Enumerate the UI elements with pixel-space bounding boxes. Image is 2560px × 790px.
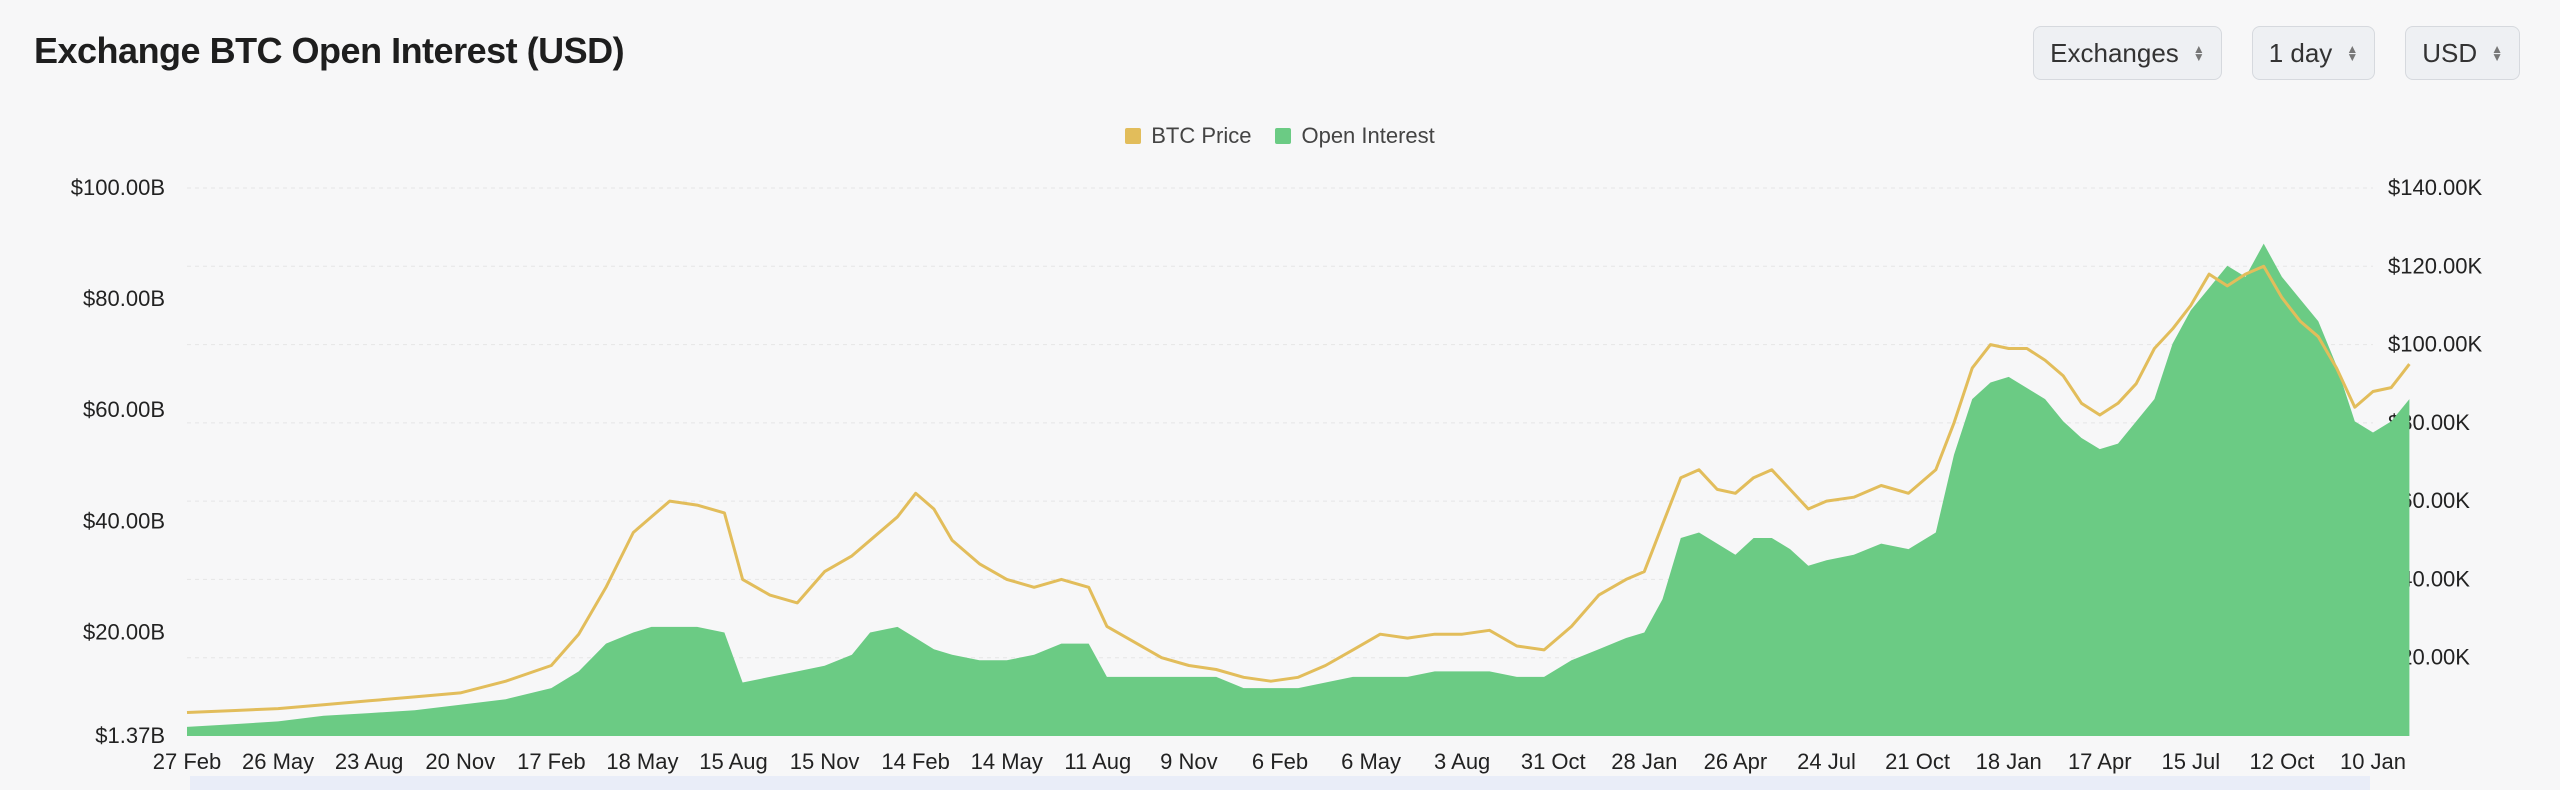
x-tick-label: 6 Feb bbox=[1252, 749, 1308, 774]
x-tick-label: 9 Nov bbox=[1160, 749, 1217, 774]
x-tick-label: 28 Jan bbox=[1611, 749, 1677, 774]
x-tick-label: 14 Feb bbox=[881, 749, 950, 774]
x-tick-label: 15 Aug bbox=[699, 749, 768, 774]
y-left-tick-label: $100.00B bbox=[71, 175, 165, 200]
x-tick-label: 11 Aug bbox=[1064, 749, 1131, 774]
currency-select-label: USD bbox=[2422, 37, 2478, 68]
x-tick-label: 21 Oct bbox=[1885, 749, 1950, 774]
currency-select[interactable]: USD ▲ ▼ bbox=[2405, 26, 2520, 80]
chart-controls: Exchanges ▲ ▼ 1 day ▲ ▼ USD ▲ ▼ bbox=[2033, 26, 2520, 80]
x-tick-label: 10 Jan bbox=[2340, 749, 2406, 774]
chart-legend: BTC Price Open Interest bbox=[0, 123, 2560, 149]
x-tick-label: 17 Apr bbox=[2068, 749, 2132, 774]
page-title: Exchange BTC Open Interest (USD) bbox=[34, 30, 625, 71]
x-tick-label: 12 Oct bbox=[2250, 749, 2315, 774]
x-tick-label: 24 Jul bbox=[1797, 749, 1856, 774]
legend-swatch-open-interest bbox=[1275, 128, 1292, 144]
x-tick-label: 31 Oct bbox=[1521, 749, 1586, 774]
legend-label-btc-price: BTC Price bbox=[1151, 123, 1252, 148]
x-tick-label: 15 Jul bbox=[2161, 749, 2220, 774]
exchanges-select-label: Exchanges bbox=[2050, 37, 2179, 68]
y-left-tick-label: $60.00B bbox=[83, 397, 165, 422]
legend-item-btc-price[interactable]: BTC Price bbox=[1125, 123, 1251, 149]
x-tick-label: 26 May bbox=[242, 749, 314, 774]
interval-select-label: 1 day bbox=[2268, 37, 2333, 68]
x-tick-label: 20 Nov bbox=[425, 749, 495, 774]
y-left-tick-label: $20.00B bbox=[83, 619, 165, 644]
x-tick-label: 23 Aug bbox=[335, 749, 404, 774]
x-tick-label: 18 May bbox=[606, 749, 678, 774]
sort-updown-icon: ▲ ▼ bbox=[2491, 42, 2503, 64]
y-left-tick-label: $80.00B bbox=[83, 286, 165, 311]
timeline-strip bbox=[190, 776, 2370, 790]
x-tick-label: 15 Nov bbox=[790, 749, 860, 774]
x-tick-label: 14 May bbox=[971, 749, 1043, 774]
y-right-tick-label: $140.00K bbox=[2388, 175, 2483, 200]
y-left-tick-label: $1.37B bbox=[95, 723, 165, 748]
legend-item-open-interest[interactable]: Open Interest bbox=[1275, 123, 1435, 149]
sort-updown-icon: ▲ ▼ bbox=[2192, 42, 2205, 64]
y-right-tick-label: $100.00K bbox=[2388, 332, 2483, 357]
sort-updown-icon: ▲ ▼ bbox=[2346, 42, 2359, 64]
series-open-interest-area bbox=[187, 243, 2410, 736]
x-tick-label: 18 Jan bbox=[1976, 749, 2042, 774]
x-tick-label: 6 May bbox=[1341, 749, 1401, 774]
series-btc-price-line bbox=[186, 264, 2411, 714]
x-tick-label: 27 Feb bbox=[153, 749, 222, 774]
legend-swatch-btc-price bbox=[1125, 128, 1142, 144]
x-tick-label: 26 Apr bbox=[1704, 749, 1768, 774]
exchanges-select[interactable]: Exchanges ▲ ▼ bbox=[2033, 26, 2222, 80]
y-left-tick-label: $40.00B bbox=[83, 508, 165, 533]
x-tick-label: 3 Aug bbox=[1434, 749, 1490, 774]
x-tick-label: 17 Feb bbox=[517, 749, 586, 774]
interval-select[interactable]: 1 day ▲ ▼ bbox=[2251, 26, 2376, 80]
y-right-tick-label: $120.00K bbox=[2388, 253, 2483, 278]
legend-label-open-interest: Open Interest bbox=[1301, 123, 1435, 148]
